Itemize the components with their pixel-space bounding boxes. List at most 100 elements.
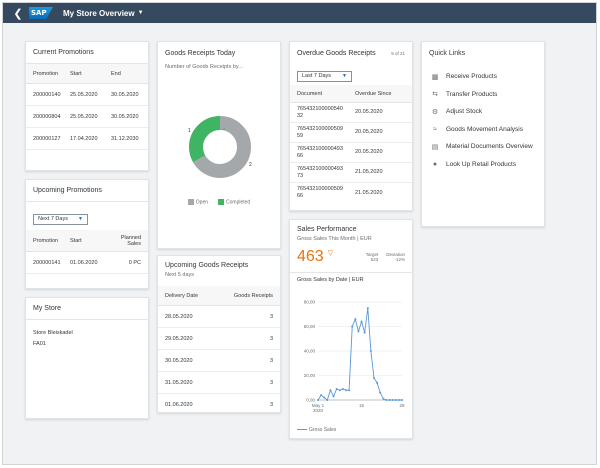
quick-link-goods-movement-analysis[interactable]: ≈ Goods Movement Analysis	[422, 121, 544, 139]
app-title[interactable]: My Store Overview	[63, 8, 135, 18]
receive-icon: ▩	[431, 73, 439, 81]
x-tick-label: May 1	[312, 403, 325, 408]
table-cell: 20.05.2020	[355, 109, 383, 115]
data-point	[357, 330, 360, 333]
data-point	[363, 331, 366, 334]
quick-link-look-up-retail-products[interactable]: ● Look Up Retail Products	[422, 156, 544, 174]
table-row[interactable]: 28.05.2020 3	[158, 306, 280, 328]
table-header: Promotion Start End	[26, 64, 148, 84]
data-point	[351, 325, 354, 328]
table-row[interactable]: 31.05.2020 3	[158, 372, 280, 394]
data-point	[379, 391, 382, 394]
chart-title: Gross Sales by Date | EUR	[290, 272, 412, 283]
column-header: Start	[70, 70, 82, 77]
table-cell: 30.05.2020	[111, 91, 139, 98]
y-tick-label: 20,00	[304, 373, 316, 378]
sap-logo: SAP	[29, 7, 53, 19]
data-point	[366, 307, 369, 310]
quick-link-label: Receive Products	[446, 73, 497, 81]
table-row[interactable]: 200000141 01.06.2020 0 PC	[26, 252, 148, 274]
data-point	[317, 399, 319, 401]
table-header: Delivery Date Goods Receipts	[158, 286, 280, 306]
card-title: Quick Links	[429, 49, 466, 57]
quick-links-card[interactable]: Quick Links ▩ Receive Products ⇆ Transfer …	[421, 41, 545, 227]
my-store-card[interactable]: My Store Store Bleiskadel FA01	[25, 297, 149, 419]
upcoming-promotions-card[interactable]: Upcoming Promotions Next 7 Days ▼ Promot…	[25, 179, 149, 289]
card-title: Upcoming Promotions	[26, 180, 148, 202]
donut-slice-completed[interactable]	[189, 116, 251, 178]
table-row[interactable]: 765432100000493 66 20.05.2020	[290, 143, 412, 163]
adjust-icon: ⚙	[431, 108, 439, 116]
table-row[interactable]: 29.05.2020 3	[158, 328, 280, 350]
table-cell: 29.05.2020	[165, 335, 193, 342]
table-cell: 30.05.2020	[165, 357, 193, 364]
y-tick-label: 80,00	[304, 300, 316, 305]
quick-link-label: Look Up Retail Products	[446, 160, 517, 168]
current-promotions-card[interactable]: Current Promotions Promotion Start End 2…	[25, 41, 149, 171]
card-title: Current Promotions	[26, 42, 148, 64]
table-row[interactable]: 01.06.2020 3	[158, 394, 280, 412]
data-point	[373, 376, 375, 379]
shell-bar: ❮ SAP My Store Overview ▼	[3, 3, 596, 23]
card-title: Upcoming Goods Receipts	[165, 262, 249, 269]
quick-link-label: Transfer Products	[446, 90, 498, 98]
store-code: FA01	[33, 341, 46, 347]
card-subtitle: Next 5 days	[165, 272, 195, 278]
chart-legend: Gross Sales	[297, 427, 336, 433]
table-cell: 765432100000540 32	[297, 105, 343, 119]
column-header: Document	[297, 90, 323, 97]
date-range-select[interactable]: Next 7 Days ▼	[33, 213, 88, 225]
target-value: 523	[370, 257, 379, 262]
overdue-goods-receipts-card[interactable]: Overdue Goods Receipts 5 of 21 Last 7 Da…	[289, 41, 413, 211]
date-range-select[interactable]: Last 7 Days ▼	[297, 70, 352, 82]
quick-link-material-documents-overview[interactable]: ▤ Material Documents Overview	[422, 138, 544, 156]
data-point	[338, 389, 341, 392]
table-cell: 200000804	[33, 113, 61, 120]
data-point	[332, 395, 335, 398]
back-arrow-icon[interactable]: ❮	[13, 7, 23, 20]
table-cell: 765432100000493 73	[297, 165, 343, 179]
quick-link-adjust-stock[interactable]: ⚙ Adjust Stock	[422, 103, 544, 121]
series-line-gross-sales	[317, 308, 402, 401]
kpi-value: 463	[297, 248, 324, 265]
quick-link-receive-products[interactable]: ▩ Receive Products	[422, 68, 544, 86]
table-cell: 0 PC	[128, 259, 141, 266]
column-header: Delivery Date	[165, 292, 199, 299]
table-header: Promotion Start Planned Sales	[26, 230, 148, 252]
table-row[interactable]: 30.05.2020 3	[158, 350, 280, 372]
data-point	[388, 399, 391, 401]
table-row[interactable]: 200000804 25.05.2020 30.05.2020	[26, 106, 148, 128]
table-row[interactable]: 200000140 25.05.2020 30.05.2020	[26, 84, 148, 106]
table-row[interactable]: 200000127 17.04.2020 31.12.2030	[26, 128, 148, 150]
data-point	[326, 399, 329, 401]
data-point	[341, 387, 344, 390]
table-cell: 28.05.2020	[165, 313, 193, 320]
table-row[interactable]: 765432100000509 66 21.05.2020	[290, 183, 412, 203]
data-point	[360, 320, 363, 323]
table-row[interactable]: 765432100000493 73 21.05.2020	[290, 163, 412, 183]
quick-link-transfer-products[interactable]: ⇆ Transfer Products	[422, 86, 544, 104]
legend-gross-sales: Gross Sales	[309, 427, 337, 433]
sales-performance-card[interactable]: Sales Performance Gross Sales This Month…	[289, 219, 413, 439]
table-cell: 765432100000509 59	[297, 125, 343, 139]
table-row[interactable]: 765432100000540 32 20.05.2020	[290, 103, 412, 123]
card-title: Sales Performance	[297, 226, 357, 233]
column-header: End	[111, 70, 121, 77]
select-value: Last 7 Days	[302, 73, 332, 79]
table-cell: 21.05.2020	[355, 169, 383, 175]
upcoming-goods-receipts-card[interactable]: Upcoming Goods Receipts Next 5 days Deli…	[157, 255, 281, 413]
legend-open: Open	[195, 199, 209, 206]
data-point	[369, 350, 372, 352]
chevron-down-icon: ▼	[78, 216, 83, 222]
table-row[interactable]: 765432100000509 59 20.05.2020	[290, 123, 412, 143]
table-cell: 01.06.2020	[70, 259, 98, 266]
select-value: Next 7 Days	[38, 216, 68, 222]
quick-link-label: Goods Movement Analysis	[446, 125, 523, 133]
table-cell: 200000140	[33, 91, 61, 98]
quick-link-label: Adjust Stock	[446, 108, 483, 116]
chart-legend: Open Completed	[158, 199, 280, 205]
goods-receipts-today-card[interactable]: Goods Receipts Today Number of Goods Rec…	[157, 41, 281, 249]
chevron-down-icon[interactable]: ▼	[137, 10, 144, 16]
